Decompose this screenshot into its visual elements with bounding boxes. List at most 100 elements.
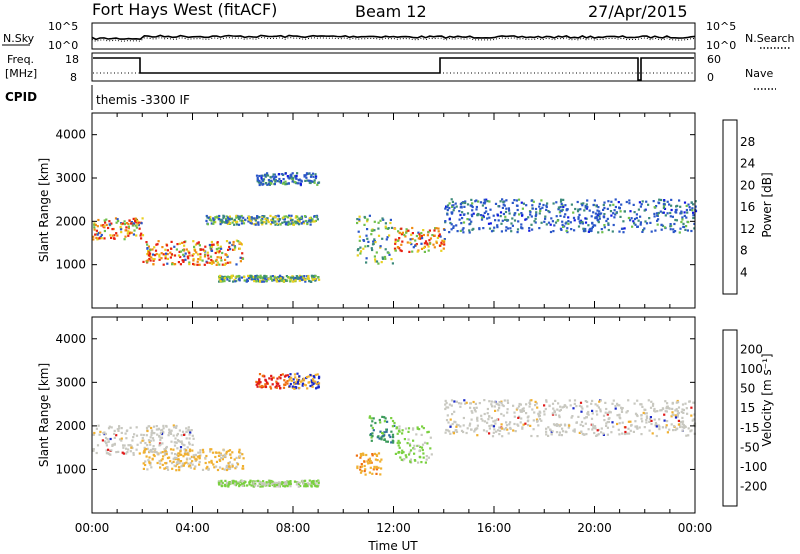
velocity-cell (355, 454, 358, 457)
velocity-cell (535, 402, 538, 405)
power-cell (273, 183, 276, 186)
velocity-cell (449, 418, 452, 421)
power-cell (137, 221, 140, 224)
power-cell (158, 258, 161, 261)
power-cell (499, 211, 503, 214)
velocity-cell (159, 466, 162, 469)
power-cell (520, 223, 523, 226)
power-cell (533, 220, 536, 223)
power-cell (250, 216, 253, 219)
velocity-cell (232, 479, 235, 482)
velocity-cell (363, 464, 366, 468)
velocity-cell (539, 411, 542, 414)
velocity-cell (109, 437, 112, 441)
velocity-cell (386, 420, 389, 423)
power-cell (284, 172, 287, 175)
velocity-cell (132, 452, 135, 455)
power-cell (219, 280, 222, 283)
velocity-cell (543, 410, 546, 413)
power-cell (233, 245, 236, 248)
power-cell (662, 211, 665, 214)
power-cell (271, 221, 274, 224)
velocity-cell (177, 466, 181, 469)
power-cell (448, 207, 451, 210)
velocity-cell (493, 428, 496, 431)
velocity-cell (513, 411, 516, 414)
power-cell (224, 253, 227, 256)
power-cell (586, 199, 589, 202)
power-cell (174, 263, 177, 266)
velocity-cell (370, 461, 373, 464)
velocity-cell (281, 481, 284, 484)
velocity-cell (236, 462, 239, 465)
velocity-cell (272, 482, 275, 485)
power-cell (263, 275, 266, 278)
velocity-cell (298, 386, 301, 390)
velocity-cell (474, 410, 477, 413)
velocity-cell (235, 482, 238, 485)
velocity-cell (582, 424, 585, 428)
power-cell (96, 233, 99, 236)
power-cell (256, 215, 259, 218)
velocity-cell (252, 481, 255, 484)
velocity-cell (649, 406, 653, 409)
power-cell (384, 225, 387, 228)
velocity-cell (233, 458, 236, 461)
velocity-cell (188, 450, 191, 453)
velocity-cell (286, 374, 289, 377)
power-cell (629, 219, 632, 222)
power-cell (414, 239, 417, 242)
cpid-value: themis -3300 IF (96, 93, 190, 107)
power-cell (634, 223, 637, 226)
velocity-cell (403, 438, 406, 441)
velocity-cell (455, 430, 459, 433)
power-cell (171, 263, 174, 266)
power-cell (278, 173, 281, 176)
power-cell (597, 219, 600, 222)
power-cell (562, 205, 565, 208)
velocity-ylabel: Slant Range [km] (37, 363, 51, 467)
velocity-cell (596, 404, 599, 407)
velocity-cell (562, 405, 565, 408)
velocity-cell (455, 400, 458, 403)
power-cell (292, 276, 295, 279)
power-cell (317, 276, 320, 279)
power-cell (220, 278, 224, 281)
velocity-cell (606, 420, 609, 424)
velocity-cell (179, 446, 183, 449)
velocity-cell (418, 449, 421, 453)
power-cell (215, 215, 218, 218)
power-cell (304, 174, 307, 177)
power-cell (423, 250, 426, 253)
power-cell (446, 213, 449, 216)
velocity-cell (681, 423, 684, 426)
power-cell (497, 219, 500, 222)
velocity-cell (543, 413, 546, 416)
velocity-cell (142, 467, 145, 470)
power-cell (609, 204, 612, 207)
velocity-cell (518, 402, 521, 406)
power-cell (278, 177, 281, 181)
power-cell (529, 213, 532, 216)
velocity-cell (242, 457, 245, 460)
power-cell (602, 203, 605, 207)
power-cell (614, 205, 617, 209)
power-cell (471, 215, 474, 218)
velocity-cell (532, 419, 535, 422)
power-cell (287, 276, 290, 279)
velocity-cell (470, 428, 473, 431)
power-cell (218, 263, 221, 266)
power-cell (371, 243, 375, 246)
velocity-cell (451, 413, 454, 416)
power-cell (603, 216, 606, 219)
power-cell (95, 236, 98, 239)
velocity-cell (676, 410, 679, 413)
power-cell (193, 248, 196, 251)
power-cell (272, 219, 275, 222)
power-cell (281, 221, 284, 224)
power-cell (94, 223, 97, 226)
velocity-cell (359, 465, 362, 468)
velocity-cell (253, 484, 257, 487)
velocity-cell (379, 460, 382, 463)
velocity-cell (363, 470, 366, 473)
